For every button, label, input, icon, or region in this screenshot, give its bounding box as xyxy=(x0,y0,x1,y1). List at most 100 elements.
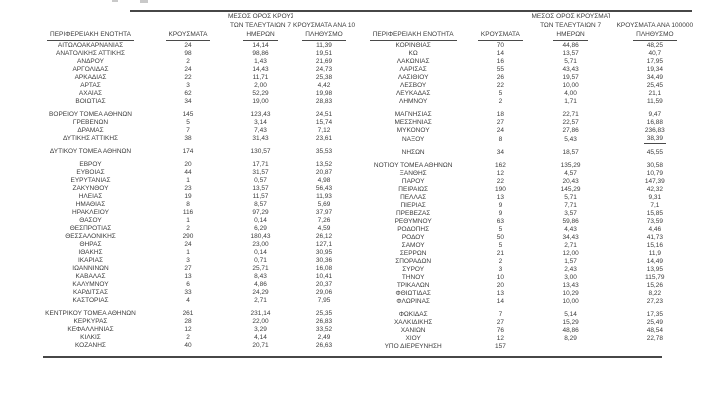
per100k-cell: 29,06 xyxy=(315,288,333,296)
table-row: ΚΕΡΚΥΡΑΣ 28 22,00 26,83 xyxy=(33,318,355,326)
cropped-text-artifact xyxy=(140,0,148,3)
table-row: ΙΩΑΝΝΙΝΩΝ 27 25,71 16,08 xyxy=(33,265,355,273)
cases-cell: 8 xyxy=(498,136,503,143)
table-row: ΣΠΟΡΑΔΩΝ 2 1,57 14,49 xyxy=(357,258,700,266)
table-row: ΤΗΝΟΥ 10 3,00 115,79 xyxy=(357,274,700,282)
avg7-cell: 15,29 xyxy=(562,319,579,326)
table-row: ΚΟΖΑΝΗΣ 40 20,71 26,63 xyxy=(33,342,355,350)
per100k-cell: 19,34 xyxy=(646,65,663,73)
table-row: ΚΩ 14 13,57 40,7 xyxy=(357,50,700,58)
per100k-cell: 9,31 xyxy=(648,194,662,201)
region-name-cell: ΦΘΙΩΤΙΔΑΣ xyxy=(395,290,431,297)
per100k-cell: 22,78 xyxy=(646,335,663,342)
table-top-border xyxy=(130,10,692,12)
per100k-cell: 147,39 xyxy=(644,178,665,185)
avg7-cell: 23,00 xyxy=(252,240,269,248)
cases-cell: 5 xyxy=(186,118,190,126)
cases-cell: 1 xyxy=(186,176,190,184)
table-row: ΜΥΚΟΝΟΥ 24 27,86 236,83 xyxy=(357,127,700,135)
region-name-cell: ΠΡΕΒΕΖΑΣ xyxy=(395,210,431,217)
avg7-cell: 44,86 xyxy=(562,41,579,49)
region-name-cell: ΛΕΥΚΑΔΑΣ xyxy=(395,89,431,97)
avg7-cell: 18,57 xyxy=(562,149,579,156)
region-name-cell: ΝΑΞΟΥ xyxy=(401,136,425,143)
table-row: ΦΛΩΡΙΝΑΣ 14 10,00 27,23 xyxy=(357,298,700,306)
table-row: ΑΡΓΟΛΙΔΑΣ 24 14,43 24,73 xyxy=(33,66,355,74)
cases-cell: 10 xyxy=(496,274,505,281)
per100k-cell: 48,25 xyxy=(646,41,663,49)
region-name-cell: ΧΙΟΥ xyxy=(405,335,421,342)
column-header-7day-average: ΜΕΣΟΣ ΟΡΟΣ ΚΡΟΥΣΜΑΤΩΝΤΩΝ ΤΕΛΕΥΤΑΙΩΝ 7ΗΜΕ… xyxy=(531,12,610,42)
table-row: ΞΑΝΘΗΣ 12 4,57 10,79 xyxy=(357,170,700,178)
table-row: ΠΙΕΡΙΑΣ 9 7,71 7,1 xyxy=(357,202,700,210)
per100k-cell: 38,39 xyxy=(610,135,700,144)
cases-cell: 24 xyxy=(496,126,505,134)
per100k-cell: 30,58 xyxy=(646,162,663,169)
avg7-cell: 0,71 xyxy=(254,256,267,264)
avg7-cell: 5,14 xyxy=(564,311,577,318)
cases-cell: 20 xyxy=(184,160,192,168)
avg7-cell: 31,57 xyxy=(252,168,269,176)
avg7-cell: 130,57 xyxy=(250,147,271,155)
region-name-cell: ΜΕΣΣΗΝΙΑΣ xyxy=(394,118,432,126)
table-row: ΣΕΡΡΩΝ 21 12,00 11,9 xyxy=(357,250,700,258)
cases-cell: 2 xyxy=(186,333,190,341)
region-name-cell: ΑΝΔΡΟΥ xyxy=(77,57,104,65)
per100k-cell: 40,7 xyxy=(648,49,662,57)
per100k-cell: 15,26 xyxy=(646,282,663,289)
per100k-cell: 15,16 xyxy=(646,242,663,249)
cases-cell: 7 xyxy=(498,311,503,318)
table-row: ΚΑΣΤΟΡΙΑΣ 4 2,71 7,95 xyxy=(33,297,355,305)
avg7-cell: 31,43 xyxy=(252,134,269,142)
per100k-cell: 13,95 xyxy=(646,266,663,273)
cases-cell: 38 xyxy=(184,134,192,142)
avg7-cell: 52,29 xyxy=(252,89,269,97)
table-row: ΚΙΛΚΙΣ 2 4,14 2,49 xyxy=(33,334,355,342)
cases-cell: 3 xyxy=(186,256,190,264)
per100k-cell: 7,12 xyxy=(317,126,331,134)
table-row: ΒΟΡΕΙΟΥ ΤΟΜΕΑ ΑΘΗΝΩΝ 145 123,43 24,51 xyxy=(33,111,355,119)
cases-cell: 22 xyxy=(496,178,505,185)
avg7-cell: 0,14 xyxy=(254,216,267,224)
cases-cell: 63 xyxy=(496,218,505,225)
region-name-cell: ΠΕΛΛΑΣ xyxy=(400,194,427,201)
avg7-cell: 22,71 xyxy=(562,110,579,118)
avg7-cell: 180,43 xyxy=(250,232,271,240)
column-header-region: ΠΕΡΙΦΕΡΕΙΑΚΗ ΕΝΟΤΗΤΑ xyxy=(357,12,469,42)
region-name-cell: ΙΚΑΡΙΑΣ xyxy=(78,256,103,264)
table-row: ΗΜΑΘΙΑΣ 8 8,57 5,69 xyxy=(33,201,355,209)
cases-cell: 76 xyxy=(496,327,505,334)
avg7-cell: 1,57 xyxy=(564,258,577,265)
per100k-cell: 13,52 xyxy=(315,160,333,168)
regional-stats-table-right: ΠΕΡΙΦΕΡΕΙΑΚΗ ΕΝΟΤΗΤΑ ΚΡΟΥΣΜΑΤΑ ΜΕΣΟΣ ΟΡΟΣ … xyxy=(357,12,700,351)
region-name-cell: ΕΒΡΟΥ xyxy=(79,160,102,168)
avg7-cell: 2,00 xyxy=(254,81,267,89)
cases-cell: 14 xyxy=(496,49,505,57)
cases-cell: 5 xyxy=(498,242,503,249)
cases-cell: 12 xyxy=(496,170,505,177)
per100k-cell: 14,49 xyxy=(646,258,663,265)
table-row: ΚΟΡΙΝΘΙΑΣ 70 44,86 48,25 xyxy=(357,42,700,50)
region-name-cell: ΞΑΝΘΗΣ xyxy=(399,170,427,177)
per100k-cell: 26,63 xyxy=(315,341,333,349)
regional-stats-table-left: ΠΕΡΙΦΕΡΕΙΑΚΗ ΕΝΟΤΗΤΑ ΚΡΟΥΣΜΑΤΑ ΜΕΣΟΣ ΟΡΟΣ … xyxy=(33,12,355,350)
avg7-cell: 4,57 xyxy=(564,170,577,177)
per100k-cell: 25,45 xyxy=(646,81,663,89)
avg7-cell: 6,29 xyxy=(254,224,267,232)
table-row: ΧΙΟΥ 12 8,29 22,78 xyxy=(357,335,700,343)
cases-cell: 22 xyxy=(184,73,192,81)
avg7-cell: 0,14 xyxy=(254,248,267,256)
avg7-cell: 145,29 xyxy=(560,186,581,193)
region-name-cell: ΠΙΕΡΙΑΣ xyxy=(400,202,426,209)
table-row: ΧΑΝΙΩΝ 76 48,86 48,54 xyxy=(357,327,700,335)
region-name-cell: ΥΠΟ ΔΙΕΡΕΥΝΗΣΗ xyxy=(384,343,442,350)
table-row: ΔΡΑΜΑΣ 7 7,43 7,12 xyxy=(33,127,355,135)
region-name-cell: ΑΝΑΤΟΛΙΚΗΣ ΑΤΤΙΚΗΣ xyxy=(56,49,125,57)
per100k-cell: 8,22 xyxy=(648,290,662,297)
region-name-cell: ΘΕΣΠΡΟΤΙΑΣ xyxy=(69,224,112,232)
avg7-cell: 4,00 xyxy=(564,89,577,97)
header-row: ΠΕΡΙΦΕΡΕΙΑΚΗ ΕΝΟΤΗΤΑ ΚΡΟΥΣΜΑΤΑ ΜΕΣΟΣ ΟΡΟΣ … xyxy=(33,12,355,42)
cases-cell: 6 xyxy=(186,280,190,288)
